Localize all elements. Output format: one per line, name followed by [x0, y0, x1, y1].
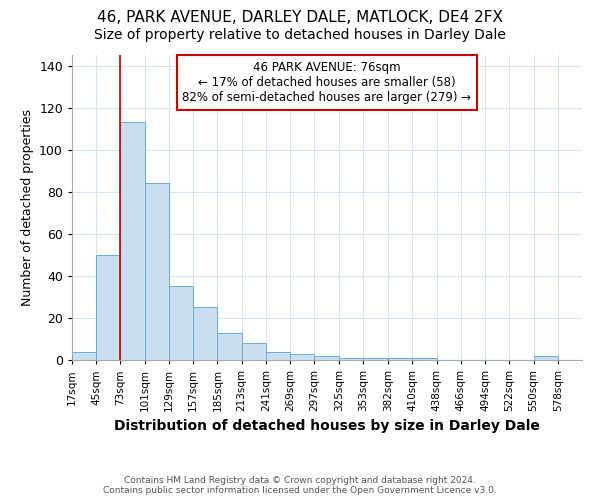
Text: 46 PARK AVENUE: 76sqm
← 17% of detached houses are smaller (58)
82% of semi-deta: 46 PARK AVENUE: 76sqm ← 17% of detached …	[182, 61, 472, 104]
Bar	[121, 122, 145, 360]
Bar	[72, 352, 96, 360]
Bar	[193, 308, 217, 360]
Bar	[169, 286, 193, 360]
Text: 46, PARK AVENUE, DARLEY DALE, MATLOCK, DE4 2FX: 46, PARK AVENUE, DARLEY DALE, MATLOCK, D…	[97, 10, 503, 25]
Bar	[242, 343, 266, 360]
Text: Size of property relative to detached houses in Darley Dale: Size of property relative to detached ho…	[94, 28, 506, 42]
Bar	[314, 356, 338, 360]
Bar	[217, 332, 242, 360]
Bar	[363, 358, 387, 360]
Bar	[145, 184, 169, 360]
Y-axis label: Number of detached properties: Number of detached properties	[20, 109, 34, 306]
Bar	[266, 352, 290, 360]
Text: Contains HM Land Registry data © Crown copyright and database right 2024.
Contai: Contains HM Land Registry data © Crown c…	[103, 476, 497, 495]
Bar	[338, 358, 363, 360]
Bar	[412, 358, 437, 360]
Bar	[96, 255, 121, 360]
X-axis label: Distribution of detached houses by size in Darley Dale: Distribution of detached houses by size …	[114, 420, 540, 434]
Bar	[388, 358, 412, 360]
Bar	[533, 356, 558, 360]
Bar	[290, 354, 314, 360]
